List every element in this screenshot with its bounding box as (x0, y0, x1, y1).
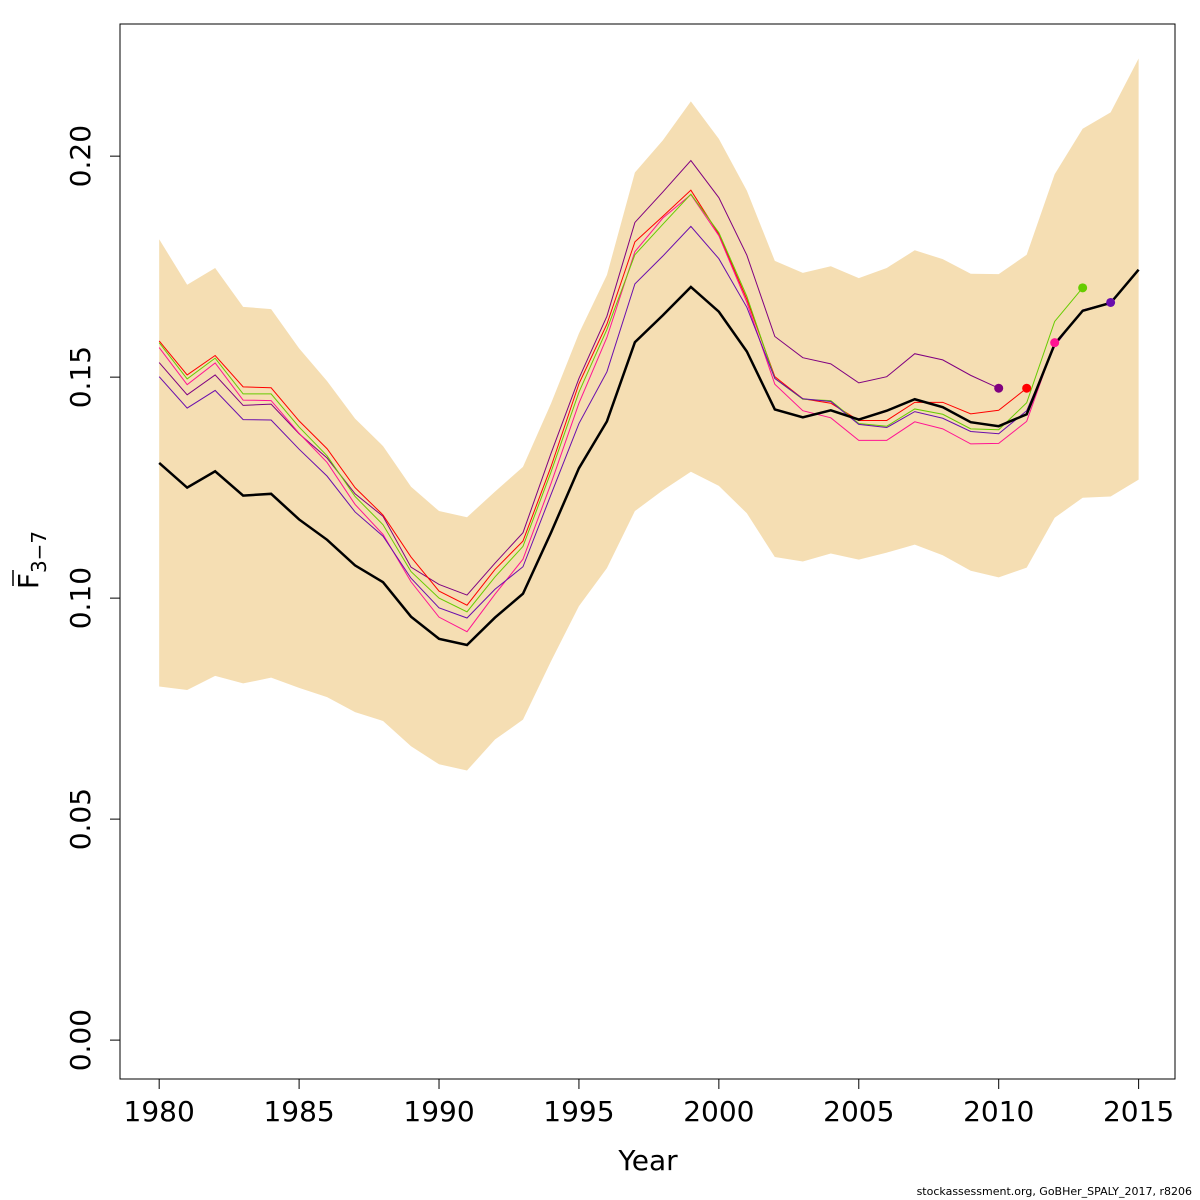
y-axis-title: F3−7 (12, 531, 51, 589)
y-tick-label: 0.15 (64, 346, 97, 408)
x-tick-label: 1990 (403, 1095, 474, 1128)
y-tick-label-group: 0.20 (64, 125, 97, 187)
peel-end-marker-4 (1078, 283, 1088, 293)
y-tick-label-group: 0.10 (64, 567, 97, 629)
y-axis-title-main: F (12, 573, 45, 589)
x-tick-label: 2015 (1103, 1095, 1174, 1128)
confidence-band (159, 58, 1139, 771)
series-end-markers (994, 283, 1116, 393)
y-tick-label: 0.00 (64, 1009, 97, 1071)
peel-end-marker-5 (1106, 297, 1116, 307)
y-axis: 0.00 0.05 0.10 0.15 0.20 (64, 125, 121, 1071)
main-line (158, 268, 1140, 647)
peel-line-3 (158, 193, 1056, 633)
x-tick-label: 2005 (823, 1095, 894, 1128)
y-tick-label-group: 0.00 (64, 1009, 97, 1071)
peel-line-4 (158, 193, 1084, 613)
x-tick-label: 1980 (124, 1095, 195, 1128)
x-tick-label: 2000 (683, 1095, 754, 1128)
svg-text:F3−7: F3−7 (12, 531, 51, 589)
confidence-band-area (159, 58, 1139, 771)
x-tick-label: 1985 (263, 1095, 334, 1128)
peel-end-marker-3 (1050, 338, 1060, 348)
y-tick-label: 0.20 (64, 125, 97, 187)
x-axis: 1980 1985 1990 1995 2000 2005 2010 2015 (124, 1078, 1174, 1128)
peel-line-2 (158, 189, 1027, 606)
y-axis-title-sub: 3−7 (27, 531, 51, 573)
peel-line-5 (158, 225, 1111, 619)
x-tick-label: 1995 (543, 1095, 614, 1128)
x-axis-title: Year (617, 1144, 678, 1177)
y-tick-label: 0.10 (64, 567, 97, 629)
x-tick-label: 2010 (963, 1095, 1034, 1128)
peel-end-marker-2 (1022, 383, 1032, 393)
series-lines (158, 159, 1140, 647)
y-tick-label-group: 0.15 (64, 346, 97, 408)
y-tick-label: 0.05 (64, 788, 97, 850)
footer-credit: stockassessment.org, GoBHer_SPALY_2017, … (916, 1185, 1192, 1198)
peel-end-marker-1 (994, 383, 1004, 393)
y-tick-label-group: 0.05 (64, 788, 97, 850)
